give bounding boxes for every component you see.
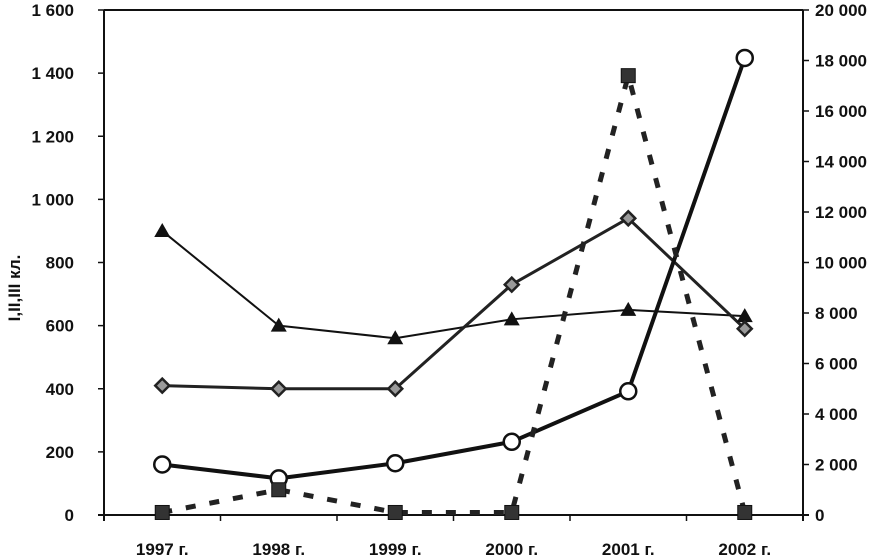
right-tick-label: 16 000 [815,102,867,121]
x-tick-label: 2000 г. [485,540,538,556]
left-tick-label: 1 200 [31,127,74,146]
right-tick-label: 2 000 [815,456,858,475]
data-point-circle-open [502,432,521,452]
series-line-diamond [162,216,746,391]
data-point-triangle [154,222,171,237]
right-tick-label: 14 000 [815,153,867,172]
data-point-square [620,68,636,84]
data-point-triangle [270,317,287,332]
left-tick-label: 0 [65,506,74,525]
data-point-circle-open [386,453,405,473]
left-tick-label: 400 [46,380,74,399]
tick-labels: 0 200 400 600 800 1 000 1 200 1 400 1 600 0 2 000 4… [31,1,867,556]
left-tick-label: 200 [46,443,74,462]
right-tick-label: 8 000 [815,304,858,323]
data-point-diamond [386,379,405,398]
series-group [153,48,754,520]
data-point-circle-open [735,48,754,68]
series-line-triangle [161,230,745,340]
left-tick-label: 1 400 [31,64,74,83]
data-point-square [504,504,520,520]
x-tick-label: 2002 г. [718,540,771,556]
data-point-square [387,504,403,520]
axes [98,9,809,521]
data-point-diamond [619,209,638,228]
series-line-square [161,73,748,515]
data-point-triangle [503,311,520,326]
right-tick-label: 10 000 [815,254,867,273]
x-tick-label: 1998 г. [252,540,305,556]
right-tick-label: 20 000 [815,1,867,20]
left-tick-label: 1 000 [31,190,74,209]
y-axis-title: I,II,III кл. [5,255,24,322]
right-tick-label: 0 [815,506,824,525]
data-point-triangle [387,330,404,345]
x-tick-label: 2001 г. [602,540,655,556]
data-point-circle-open [619,382,638,401]
left-tick-label: 800 [46,254,74,273]
series-line-circle-open [162,57,747,481]
right-tick-label: 6 000 [815,355,858,374]
data-point-diamond [735,320,754,338]
data-point-square [154,504,170,520]
data-point-square [271,482,287,498]
data-point-triangle [736,308,753,323]
data-point-circle-open [153,455,172,474]
data-point-diamond [153,376,172,395]
data-point-diamond [269,379,288,398]
x-tick-label: 1997 г. [136,540,189,556]
right-tick-label: 18 000 [815,52,867,71]
x-tick-label: 1999 г. [369,540,422,556]
data-point-diamond [502,275,521,294]
data-point-triangle [620,301,637,316]
left-tick-label: 1 600 [31,1,74,20]
left-tick-label: 600 [46,317,74,336]
right-tick-label: 12 000 [815,203,867,222]
data-point-square [737,504,753,520]
right-tick-label: 4 000 [815,405,858,424]
